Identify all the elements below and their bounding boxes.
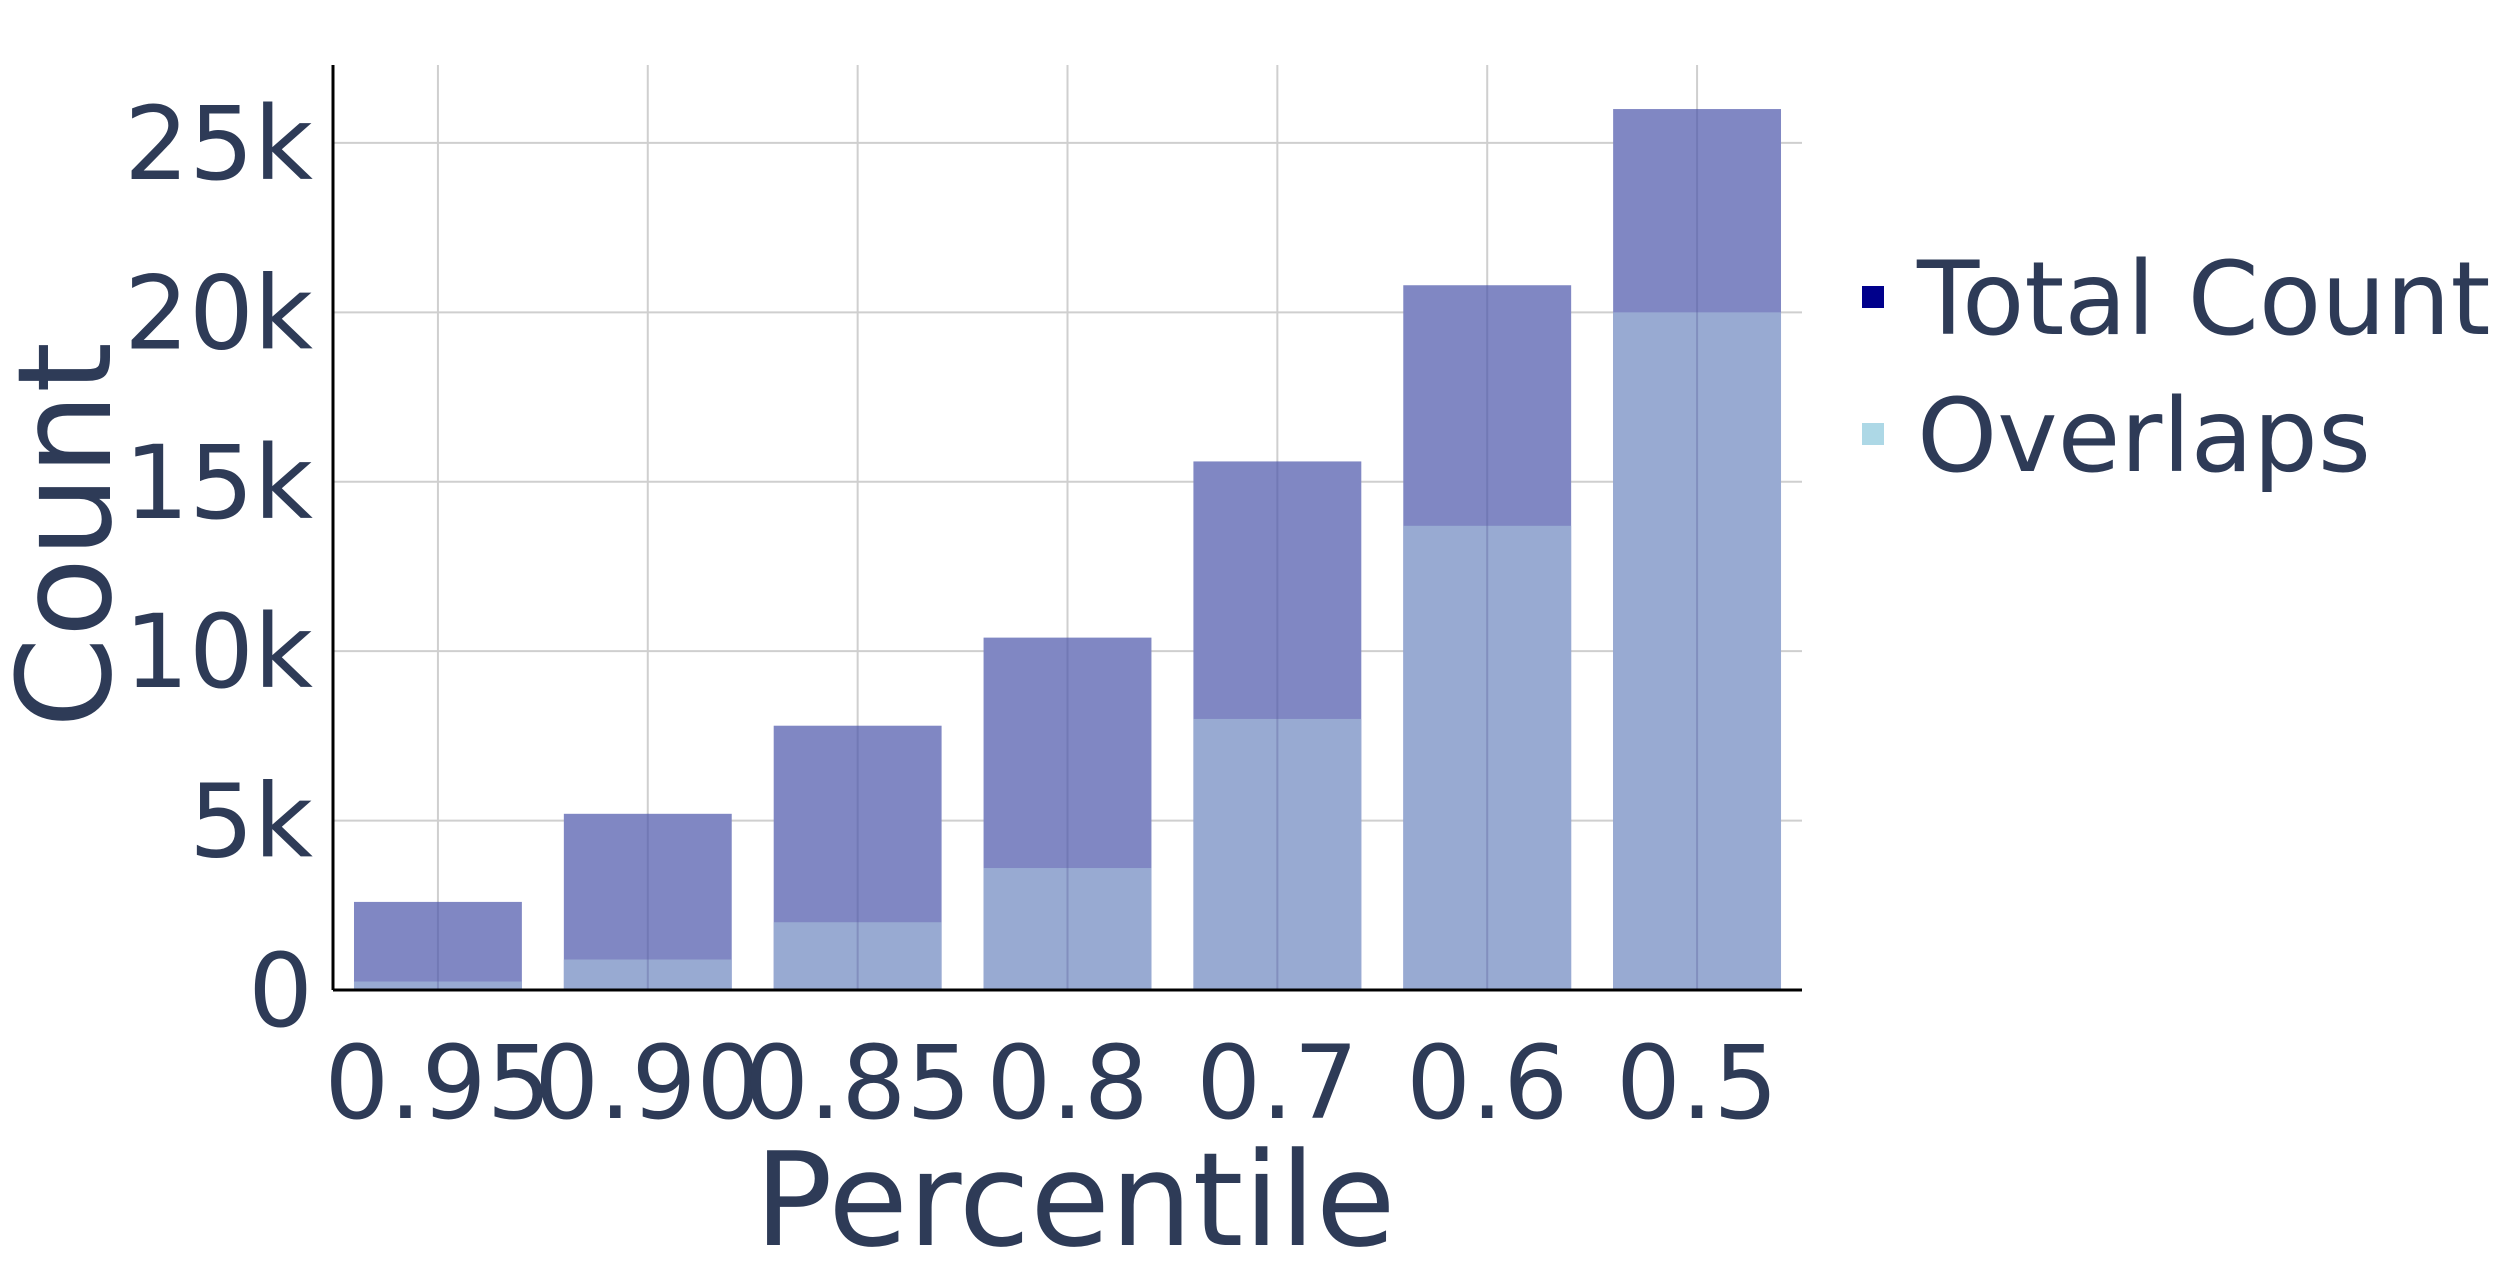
x-tick-label-3: 0.8 — [986, 1024, 1148, 1143]
bar-overlaps-0.95 — [353, 981, 522, 990]
axes — [331, 65, 1802, 992]
y-tick-label-3: 15k — [124, 424, 313, 543]
legend-label-overlaps: Overlaps — [1917, 377, 2371, 496]
bar-overlaps-0.8 — [983, 868, 1152, 990]
y-tick-label-1: 5k — [189, 763, 313, 882]
x-tick-label-0: 0.95 — [324, 1024, 551, 1143]
x-tick-label-4: 0.7 — [1196, 1024, 1358, 1143]
bar-overlaps-0.7 — [1193, 718, 1362, 990]
x-tick-label-2: 0.85 — [744, 1024, 971, 1143]
bar-overlaps-0.6 — [1403, 525, 1572, 990]
y-axis-title: Count — [0, 342, 141, 728]
legend: Total Count Overlaps — [1862, 240, 2491, 496]
y-tick-label-2: 10k — [124, 593, 313, 712]
x-tick-label-5: 0.6 — [1406, 1024, 1568, 1143]
y-tick-label-5: 25k — [124, 85, 313, 204]
y-tick-labels: 0 5k 10k 15k 20k 25k — [124, 85, 313, 1051]
y-tick-label-0: 0 — [248, 932, 313, 1051]
bars — [353, 109, 1782, 991]
legend-label-total-count: Total Count — [1916, 240, 2491, 359]
x-tick-label-6: 0.5 — [1616, 1024, 1778, 1143]
bar-total-count-0.95 — [353, 901, 522, 990]
bar-overlaps-0.5 — [1613, 312, 1782, 990]
legend-swatch-total-count — [1862, 286, 1884, 308]
legend-swatch-overlaps — [1862, 423, 1884, 445]
bar-overlaps-0.85 — [773, 922, 942, 990]
x-tick-label-1: 0.90 — [534, 1024, 761, 1143]
bar-overlaps-0.9 — [563, 959, 732, 990]
x-tick-labels: 0.950.900.85 0.8 0.7 0.6 0.5 — [324, 1024, 1778, 1143]
x-axis-title: Percentile — [754, 1124, 1395, 1266]
y-tick-label-4: 20k — [124, 254, 313, 373]
